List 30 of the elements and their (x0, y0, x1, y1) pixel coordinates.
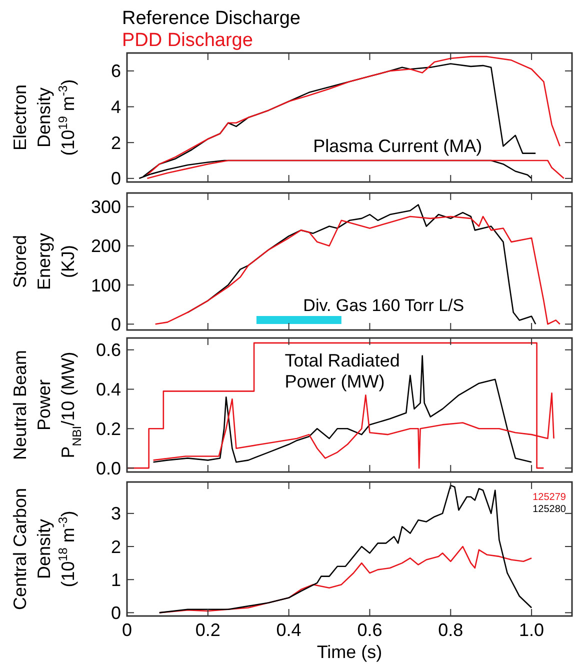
x-axis-title: Time (s) (316, 642, 382, 662)
text: 125279 (532, 492, 566, 503)
y-tick-label: 200 (90, 236, 121, 256)
annotation: Plasma Current (MA) (313, 136, 482, 156)
x-tick-label: 1.0 (519, 620, 544, 640)
y-tick-label: 3 (110, 504, 121, 524)
annotation: Total Radiated Power (MW) (284, 350, 400, 392)
y-tick-label: 0 (110, 602, 121, 623)
y-tick-label: 0 (110, 168, 121, 189)
y-tick-label: 6 (110, 61, 121, 82)
y-tick-label: 0.4 (96, 380, 121, 400)
y-tick-label: 2 (110, 132, 121, 153)
y-tick-label: 1 (110, 570, 121, 590)
x-tick-label: 0.4 (276, 620, 302, 640)
text: 125280 (532, 504, 566, 515)
text: Reference Discharge (122, 8, 300, 29)
x-tick-label: 0.8 (438, 620, 464, 640)
y-axis-title: Stored Energy (KJ) (10, 232, 78, 290)
x-tick-label: 0.2 (195, 620, 220, 640)
y-tick-label: 0.2 (96, 418, 121, 439)
text: PDD Discharge (122, 30, 253, 51)
y-tick-label: 100 (90, 275, 121, 296)
y-tick-label: 0.0 (96, 458, 121, 478)
y-tick-label: 4 (110, 97, 121, 118)
band-label: Div. Gas 160 Torr L/S (303, 296, 464, 315)
y-tick-label: 0.6 (96, 340, 121, 360)
y-tick-label: 0 (110, 314, 121, 334)
y-tick-label: 2 (110, 536, 121, 557)
y-tick-label: 300 (90, 197, 121, 217)
x-tick-label: 0.6 (357, 620, 382, 640)
